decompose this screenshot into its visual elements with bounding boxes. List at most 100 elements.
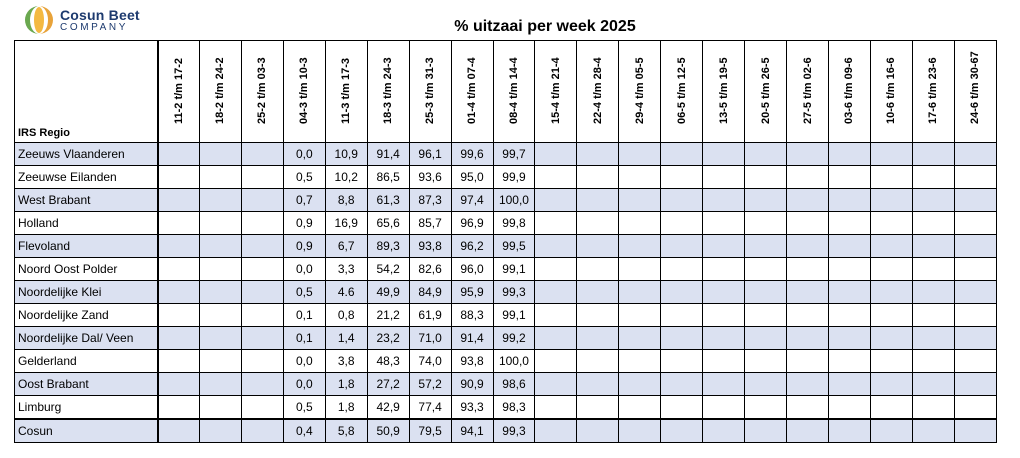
value-cell: 99,3 [492,280,536,304]
value-cell [618,188,662,212]
value-cell [702,372,746,396]
value-cell: 0,0 [282,142,326,166]
value-cell [911,349,955,373]
value-cell [198,234,242,258]
value-cell: 0,9 [282,211,326,235]
value-cell [660,211,704,235]
week-label: 15-4 t/m 21-4 [549,57,562,124]
value-cell [869,188,913,212]
value-cell [534,234,578,258]
value-cell [198,142,242,166]
value-cell [576,257,620,281]
value-cell: 10,2 [324,165,368,189]
value-cell [534,188,578,212]
week-label: 24-6 t/m 30-67 [969,51,982,124]
table-header-row: IRS Regio 11-2 t/m 17-2 18-2 t/m 24-2 25-2… [14,40,997,143]
value-cell: 100,0 [492,188,536,212]
value-cell: 65,6 [366,211,410,235]
value-cell [198,188,242,212]
value-cell [786,280,829,304]
value-cell [869,418,913,443]
value-cell [702,395,746,420]
value-cell [953,303,997,327]
value-cell: 93,8 [450,349,494,373]
week-label: 18-2 t/m 24-2 [214,57,227,124]
value-cell [911,234,955,258]
week-label: 13-5 t/m 19-5 [717,57,730,124]
value-cell: 99,5 [492,234,536,258]
week-column-header: 10-6 t/m 16-6 [869,40,913,143]
value-cell: 5,8 [324,418,368,443]
value-cell: 84,9 [408,280,452,304]
value-cell [534,372,578,396]
value-cell: 98,6 [492,372,536,396]
value-cell [786,303,829,327]
value-cell [240,188,284,212]
value-cell: 0,5 [282,165,326,189]
week-column-header: 25-3 t/m 31-3 [408,40,452,143]
value-cell: 0,4 [282,418,326,443]
value-cell: 96,9 [450,211,494,235]
value-cell [953,234,997,258]
table-row: Zeeuwse Eilanden 0,5 10,2 86,5 93,6 95,0 99,9 [14,165,997,189]
value-cell: 3,8 [324,349,368,373]
value-cell [198,326,242,350]
value-cell: 95,0 [450,165,494,189]
value-cell [869,280,913,304]
table-row: Noord Oost Polder 0,0 3,3 54,2 82,6 96,0 99,1 [14,257,997,281]
value-cell [618,234,662,258]
value-cell: 98,3 [492,395,536,420]
value-cell [534,395,578,420]
value-cell [744,280,788,304]
value-cell: 0,0 [282,372,326,396]
value-cell [198,211,242,235]
value-cell [157,372,200,396]
value-cell [240,395,284,420]
value-cell [660,280,704,304]
value-cell [953,372,997,396]
value-cell [828,234,871,258]
value-cell [240,349,284,373]
value-cell: 99,8 [492,211,536,235]
region-cell: Zeeuws Vlaanderen [14,142,159,166]
week-column-header: 18-2 t/m 24-2 [198,40,242,143]
value-cell [240,326,284,350]
value-cell [869,165,913,189]
value-cell [576,234,620,258]
value-cell [786,211,829,235]
region-cell: Noordelijke Klei [14,280,159,304]
value-cell [534,142,578,166]
region-cell: Noordelijke Zand [14,303,159,327]
value-cell: 100,0 [492,349,536,373]
value-cell: 57,2 [408,372,452,396]
value-cell [660,326,704,350]
value-cell [240,303,284,327]
table-row: Holland 0,9 16,9 65,6 85,7 96,9 99,8 [14,211,997,235]
table-row: Noordelijke Klei 0,5 4.6 49,9 84,9 95,9 99,3 [14,280,997,304]
value-cell [828,303,871,327]
value-cell [534,257,578,281]
value-cell: 82,6 [408,257,452,281]
value-cell [786,349,829,373]
value-cell: 99,9 [492,165,536,189]
value-cell [953,165,997,189]
value-cell [786,257,829,281]
week-label: 22-4 t/m 28-4 [591,57,604,124]
value-cell [157,326,200,350]
value-cell [744,142,788,166]
value-cell [198,165,242,189]
value-cell [157,349,200,373]
value-cell [576,280,620,304]
value-cell [157,234,200,258]
region-cell: Limburg [14,395,159,420]
value-cell [534,165,578,189]
value-cell [911,165,955,189]
week-column-header: 06-5 t/m 12-5 [660,40,704,143]
value-cell: 87,3 [408,188,452,212]
value-cell: 93,6 [408,165,452,189]
value-cell [744,303,788,327]
value-cell [744,165,788,189]
value-cell [576,372,620,396]
value-cell [576,303,620,327]
value-cell: 10,9 [324,142,368,166]
